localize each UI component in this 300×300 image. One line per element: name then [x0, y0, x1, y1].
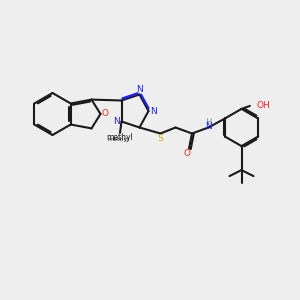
Text: methyl: methyl	[106, 134, 134, 142]
Text: H: H	[205, 118, 212, 127]
Text: O: O	[184, 149, 191, 158]
Text: methyl: methyl	[107, 137, 130, 142]
Text: N: N	[150, 106, 157, 116]
Text: N: N	[136, 85, 143, 94]
Text: N: N	[113, 117, 120, 126]
Text: OH: OH	[256, 101, 270, 110]
Text: N: N	[205, 122, 212, 131]
Text: S: S	[158, 134, 164, 143]
Text: O: O	[102, 110, 109, 118]
